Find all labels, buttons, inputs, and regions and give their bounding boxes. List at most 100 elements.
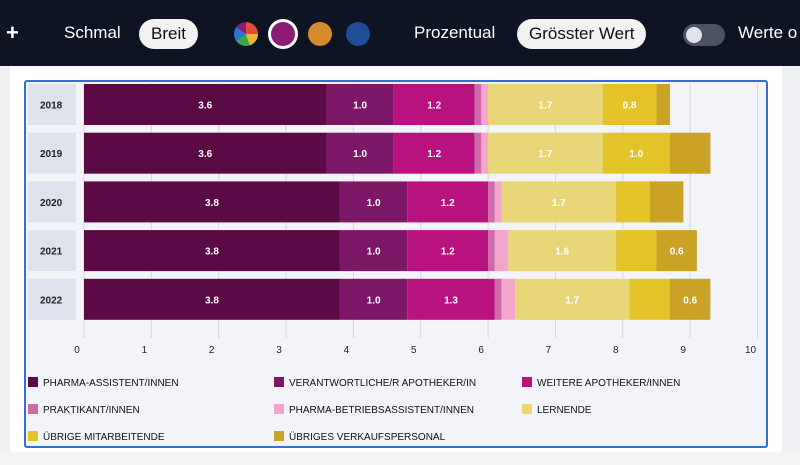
bar-segment (508, 230, 617, 272)
data-label: 1.0 (367, 295, 381, 306)
x-tick-label: 3 (276, 345, 282, 356)
bar-segment (474, 84, 482, 125)
data-label: 1.2 (441, 198, 455, 209)
x-tick-label: 10 (745, 345, 757, 356)
bar-segment (84, 181, 340, 223)
bar-segment (407, 230, 489, 272)
legend-label: PHARMA-BETRIEBSASSISTENT/INNEN (289, 405, 475, 416)
data-label: 1.7 (538, 149, 552, 160)
percent-option[interactable]: Prozentual (414, 23, 496, 42)
bar-segment (84, 132, 327, 174)
legend-item[interactable]: VERANTWORTLICHE/R APOTHEKER/IN (274, 377, 476, 389)
legend-item[interactable]: PHARMA-BETRIEBSASSISTENT/INNEN (274, 404, 474, 416)
page-right-margin (782, 66, 800, 465)
bar-segment (656, 84, 670, 125)
data-label: 1.6 (555, 247, 569, 258)
data-label: 1.2 (427, 101, 441, 112)
category-label-bg (28, 230, 76, 272)
data-label: 3.8 (205, 198, 219, 209)
width-wide-option[interactable]: Breit (139, 19, 198, 49)
bar-segment (393, 84, 475, 125)
legend-swatch (522, 377, 532, 387)
data-label: 1.2 (427, 149, 441, 160)
values-toggle[interactable] (683, 24, 725, 46)
x-tick-label: 2 (209, 345, 215, 356)
legend-item[interactable]: ÜBRIGE MITARBEITENDE (28, 431, 165, 443)
category-label-bg (28, 278, 76, 320)
legend-label: LERNENDE (537, 405, 592, 416)
category-label: 2019 (40, 149, 63, 160)
data-label: 1.3 (444, 295, 458, 306)
bar-segment (494, 230, 509, 272)
data-label: 1.0 (353, 101, 367, 112)
bar-segment (629, 278, 670, 320)
bar-segment (84, 84, 327, 125)
bar-segment (656, 230, 697, 272)
sort-largest-option[interactable]: Grösster Wert (517, 19, 647, 49)
legend-label: WEITERE APOTHEKER/INNEN (537, 378, 681, 389)
x-tick-label: 4 (344, 345, 350, 356)
category-label-bg (28, 84, 76, 125)
width-narrow-option[interactable]: Schmal (64, 23, 121, 42)
legend-item[interactable]: LERNENDE (522, 404, 591, 416)
bar-segment (494, 278, 502, 320)
legend-item[interactable]: ÜBRIGES VERKAUFSPERSONAL (274, 431, 445, 443)
category-label: 2018 (40, 101, 63, 112)
legend-label: ÜBRIGE MITARBEITENDE (43, 432, 165, 443)
legend-swatch (28, 377, 38, 387)
data-label: 1.7 (565, 295, 579, 306)
legend-label: VERANTWORTLICHE/R APOTHEKER/IN (289, 378, 477, 389)
category-label-bg (28, 132, 76, 174)
bar-segment (649, 181, 684, 223)
bar-segment (602, 132, 670, 174)
data-label: 1.0 (629, 149, 643, 160)
data-label: 1.0 (367, 247, 381, 258)
toggle-knob (686, 27, 702, 43)
values-toggle-label: Werte o (738, 23, 798, 42)
category-label: 2020 (40, 198, 63, 209)
bar-segment (393, 132, 475, 174)
bar-segment (501, 278, 516, 320)
legend-label: ÜBRIGES VERKAUFSPERSONAL (289, 432, 446, 443)
legend-item[interactable]: PRAKTIKANT/INNEN (28, 404, 140, 416)
palette-multicolor-swatch[interactable] (234, 22, 258, 46)
legend-swatch (28, 431, 38, 441)
legend-item[interactable]: WEITERE APOTHEKER/INNEN (522, 377, 680, 389)
bar-segment (339, 181, 408, 223)
palette-magenta-swatch[interactable] (268, 19, 298, 49)
bar-segment (481, 84, 489, 125)
bar-segment (488, 84, 603, 125)
bar-segment (488, 181, 495, 223)
data-label: 1.0 (353, 149, 367, 160)
data-label: 3.6 (198, 101, 212, 112)
x-tick-label: 8 (613, 345, 619, 356)
data-label: 3.8 (205, 295, 219, 306)
palette-orange-swatch[interactable] (308, 22, 332, 46)
category-label-bg (28, 181, 76, 223)
data-label: 1.7 (552, 198, 566, 209)
legend-swatch (274, 431, 284, 441)
bar-segment (494, 181, 502, 223)
data-label: 1.0 (367, 198, 381, 209)
bar-segment (84, 230, 340, 272)
bar-segment (339, 230, 408, 272)
palette-blue-swatch[interactable] (346, 22, 370, 46)
x-tick-label: 1 (142, 345, 148, 356)
data-label: 3.8 (205, 247, 219, 258)
data-label: 0.6 (683, 295, 697, 306)
legend-item[interactable]: PHARMA-ASSISTENT/INNEN (28, 377, 179, 389)
add-icon[interactable]: + (6, 20, 19, 45)
bar-segment (602, 84, 657, 125)
bar-segment (501, 181, 617, 223)
category-label: 2022 (40, 295, 63, 306)
data-label: 1.7 (538, 101, 552, 112)
x-tick-label: 9 (680, 345, 686, 356)
bar-segment (474, 132, 482, 174)
bar-segment (669, 278, 711, 320)
legend-label: PHARMA-ASSISTENT/INNEN (43, 378, 179, 389)
toolbar: + Schmal Breit Prozentual Grösster Wert … (0, 0, 800, 66)
data-label: 0.6 (670, 247, 684, 258)
bar-segment (616, 230, 657, 272)
page-left-margin (0, 66, 10, 465)
